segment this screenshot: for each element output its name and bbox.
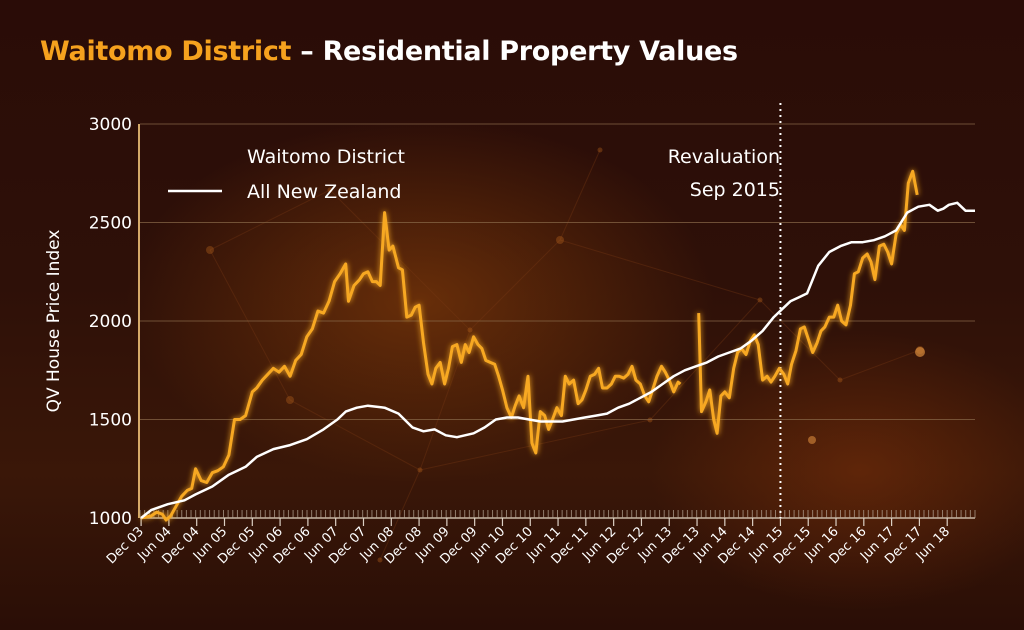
chart-title: Waitomo District – Residential Property … bbox=[40, 36, 738, 67]
decor-node bbox=[286, 396, 294, 404]
decor-node bbox=[417, 467, 423, 473]
decor-node bbox=[327, 187, 333, 193]
background-network bbox=[206, 147, 925, 563]
y-tick-label: 2500 bbox=[89, 214, 132, 234]
y-axis-label: QV House Price Index bbox=[44, 230, 64, 413]
revaluation-annotation: Revaluation Sep 2015 bbox=[668, 103, 782, 518]
revaluation-text: Sep 2015 bbox=[690, 179, 780, 201]
decor-node bbox=[206, 246, 214, 254]
decor-node bbox=[467, 327, 473, 333]
decor-link bbox=[559, 239, 761, 301]
y-tick-label: 1000 bbox=[89, 509, 132, 529]
legend: Waitomo District All New Zealand bbox=[168, 146, 405, 203]
decor-link bbox=[419, 329, 471, 471]
revaluation-text: Revaluation bbox=[668, 146, 780, 168]
legend-label: All New Zealand bbox=[247, 181, 401, 203]
decor-link bbox=[649, 299, 761, 421]
decor-link bbox=[759, 299, 841, 381]
y-axis: 1000 1500 2000 2500 3000 bbox=[89, 115, 140, 529]
y-tick-label: 1500 bbox=[89, 411, 132, 431]
decor-node bbox=[377, 557, 383, 563]
decor-link bbox=[559, 149, 601, 241]
decor-link bbox=[209, 249, 291, 401]
decor-link bbox=[419, 419, 651, 471]
decor-node bbox=[915, 347, 925, 357]
y-tick-label: 3000 bbox=[89, 115, 132, 135]
decor-node bbox=[597, 147, 603, 153]
decor-link bbox=[209, 189, 331, 251]
gridlines bbox=[140, 123, 975, 420]
series-line-waitomo bbox=[140, 211, 682, 522]
decor-link bbox=[329, 189, 471, 331]
decor-node bbox=[808, 436, 816, 444]
decor-link bbox=[289, 399, 421, 471]
decor-link bbox=[839, 349, 921, 381]
decor-link bbox=[469, 239, 561, 331]
decor-node bbox=[556, 236, 564, 244]
decor-node bbox=[837, 377, 843, 383]
series-line-waitomo bbox=[697, 169, 919, 435]
legend-label: Waitomo District bbox=[247, 146, 405, 168]
series-lines bbox=[140, 169, 975, 522]
decor-node bbox=[757, 297, 763, 303]
series-line-all-nz bbox=[140, 201, 975, 519]
y-tick-label: 2000 bbox=[89, 312, 132, 332]
title-highlight: Waitomo District bbox=[40, 36, 292, 67]
x-tick-label: Dec 03 bbox=[104, 524, 147, 567]
title-rest: – Residential Property Values bbox=[291, 36, 738, 67]
